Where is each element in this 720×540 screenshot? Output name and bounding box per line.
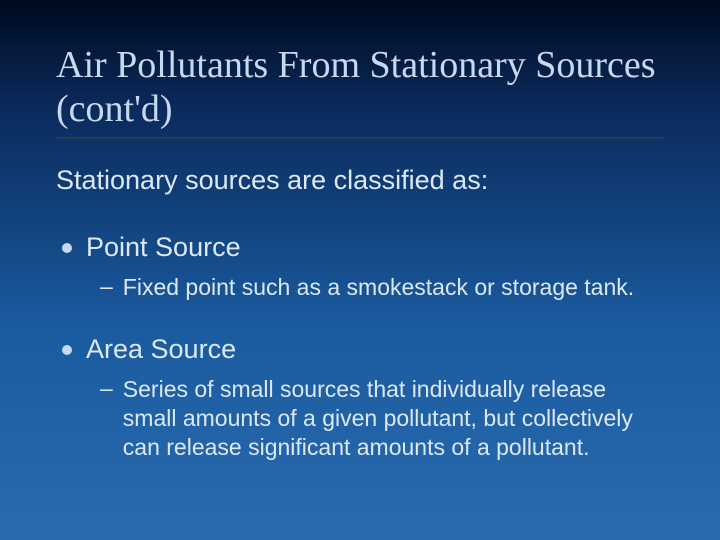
- sub-text: Fixed point such as a smokestack or stor…: [123, 273, 634, 302]
- bullet-row: Area Source: [56, 334, 664, 365]
- slide-title: Air Pollutants From Stationary Sources (…: [56, 44, 664, 139]
- bullet-dot-icon: [62, 345, 72, 355]
- dash-icon: –: [100, 375, 113, 461]
- list-item: Point Source – Fixed point such as a smo…: [56, 232, 664, 302]
- bullet-dot-icon: [62, 243, 72, 253]
- list-item: Area Source – Series of small sources th…: [56, 334, 664, 461]
- sub-list: – Series of small sources that individua…: [56, 375, 664, 461]
- sub-text: Series of small sources that individuall…: [123, 375, 664, 461]
- bullet-row: Point Source: [56, 232, 664, 263]
- slide: Air Pollutants From Stationary Sources (…: [0, 0, 720, 533]
- slide-intro: Stationary sources are classified as:: [56, 165, 664, 196]
- dash-icon: –: [100, 273, 113, 302]
- sub-list-item: – Series of small sources that individua…: [100, 375, 664, 461]
- bullet-label: Point Source: [86, 232, 241, 263]
- bullet-list: Point Source – Fixed point such as a smo…: [56, 232, 664, 461]
- sub-list: – Fixed point such as a smokestack or st…: [56, 273, 664, 302]
- bullet-label: Area Source: [86, 334, 236, 365]
- sub-list-item: – Fixed point such as a smokestack or st…: [100, 273, 664, 302]
